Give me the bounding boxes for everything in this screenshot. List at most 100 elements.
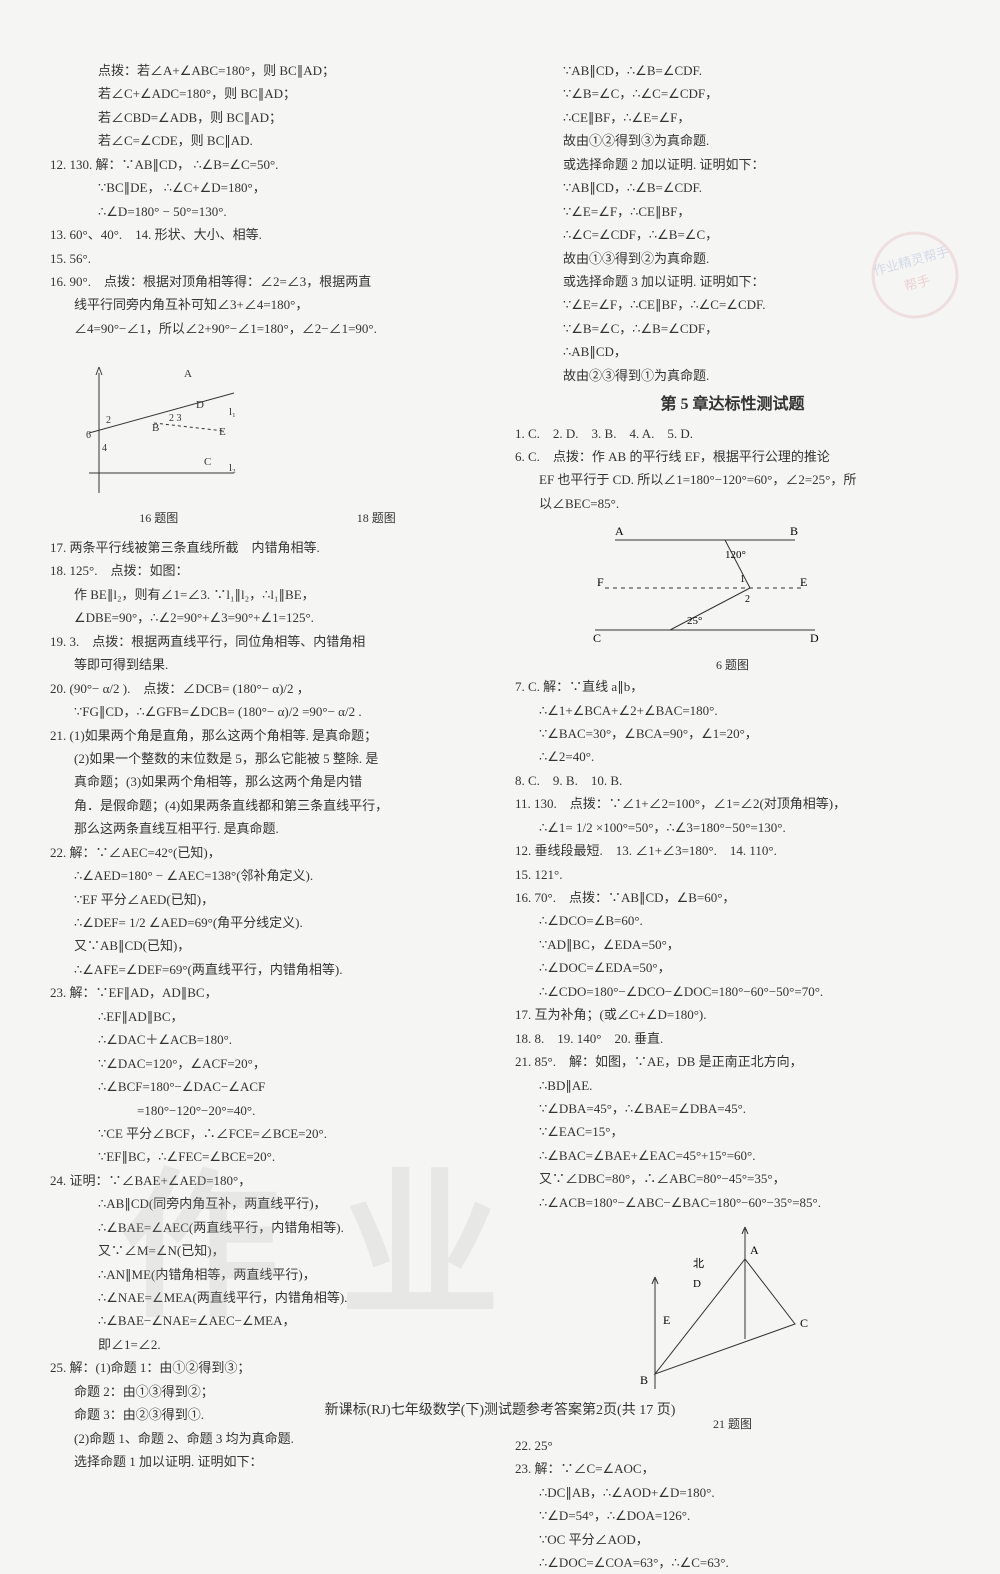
svg-text:A: A xyxy=(750,1243,759,1257)
rq23-l2: ∴DC∥AB，∴∠AOD+∠D=180°. xyxy=(515,1482,950,1503)
q18-l3: ∠DBE=90°，∴∠2=90°+∠3=90°+∠1=125°. xyxy=(50,607,485,628)
rq6-l3: 以∠BEC=85°. xyxy=(515,493,950,514)
rq23-l1: 23. 解：∵∠C=∠AOC， xyxy=(515,1458,950,1479)
rq8: 8. C. 9. B. 10. B. xyxy=(515,770,950,791)
ch5-ans: 1. C. 2. D. 3. B. 4. A. 5. D. xyxy=(515,423,950,444)
rq7-l2: ∴∠1+∠BCA+∠2+∠BAC=180°. xyxy=(515,700,950,721)
q23-l3: ∴∠DAC＋∠ACB=180°. xyxy=(50,1029,485,1050)
q23-l6: =180°−120°−20°=40°. xyxy=(50,1100,485,1121)
svg-text:A: A xyxy=(615,524,624,538)
svg-text:l₁: l₁ xyxy=(229,406,236,418)
svg-text:E: E xyxy=(663,1313,670,1327)
q20a: 20. (90°− α/2 ). 点拨：∠DCB= (180°− α)/2 ， xyxy=(50,678,485,699)
q23-l1: 23. 解：∵EF∥AD，AD∥BC， xyxy=(50,982,485,1003)
q22-l2: ∴∠AED=180° − ∠AEC=138°(邻补角定义). xyxy=(50,865,485,886)
c25-l3: ∴CE∥BF，∴∠E=∠F， xyxy=(515,107,950,128)
svg-text:F: F xyxy=(597,575,604,589)
q19-l1: 19. 3. 点拨：根据两直线平行，同位角相等、内错角相 xyxy=(50,631,485,652)
q25-l4: (2)命题 1、命题 2、命题 3 均为真命题. xyxy=(50,1428,485,1449)
c25-l4: 故由①②得到③为真命题. xyxy=(515,130,950,151)
q17: 17. 两条平行线被第三条直线所截 内错角相等. xyxy=(50,537,485,558)
q12-l1: 12. 130. 解：∵AB∥CD， ∴∠B=∠C=50°. xyxy=(50,154,485,175)
q25-l1: 25. 解：(1)命题 1：由①②得到③； xyxy=(50,1357,485,1378)
fig21-svg: A 北 D E B C xyxy=(595,1219,815,1409)
rq12: 12. 垂线段最短. 13. ∠1+∠3=180°. 14. 110°. xyxy=(515,840,950,861)
svg-text:120°: 120° xyxy=(725,549,746,561)
rq21-l5: ∴∠BAC=∠BAE+∠EAC=45°+15°=60°. xyxy=(515,1145,950,1166)
rq7-l4: ∴∠2=40°. xyxy=(515,746,950,767)
q25-l5: 选择命题 1 加以证明. 证明如下： xyxy=(50,1451,485,1472)
c25-l1: ∵AB∥CD，∴∠B=∠CDF. xyxy=(515,60,950,81)
svg-text:B: B xyxy=(152,422,159,434)
q15: 15. 56°. xyxy=(50,248,485,269)
q12-l2: ∵BC∥DE， ∴∠C+∠D=180°， xyxy=(50,177,485,198)
rq21-l2: ∴BD∥AE. xyxy=(515,1075,950,1096)
intro-l3: 若∠CBD=∠ADB，则 BC∥AD； xyxy=(50,107,485,128)
svg-text:2: 2 xyxy=(106,415,111,426)
svg-text:l₂: l₂ xyxy=(229,462,236,474)
fig16-label: 16 题图 xyxy=(84,509,234,529)
q23-l7: ∵CE 平分∠BCF，∴∠FCE=∠BCE=20°. xyxy=(50,1123,485,1144)
rq6-l1: 6. C. 点拨：作 AB 的平行线 EF，根据平行公理的推论 xyxy=(515,446,950,467)
svg-text:25°: 25° xyxy=(687,615,702,627)
q24-l8: 即∠1=∠2. xyxy=(50,1334,485,1355)
rq16-l1: 16. 70°. 点拨：∵AB∥CD，∠B=60°， xyxy=(515,887,950,908)
svg-text:B: B xyxy=(790,524,798,538)
svg-text:1: 1 xyxy=(740,574,745,585)
rq23-l4: ∵OC 平分∠AOD， xyxy=(515,1529,950,1550)
svg-text:E: E xyxy=(219,426,226,438)
q18-l2: 作 BE∥l₂，则有∠1=∠3. ∵l₁∥l₂，∴l₁∥BE， xyxy=(50,584,485,605)
left-column: 点拨：若∠A+∠ABC=180°，则 BC∥AD； 若∠C+∠ADC=180°，… xyxy=(50,60,485,1360)
q21-l1: 21. (1)如果两个角是直角，那么这两个角相等. 是真命题； xyxy=(50,725,485,746)
stamp-text-2: 帮手 xyxy=(903,273,932,294)
q13: 13. 60°、40°. 14. 形状、大小、相等. xyxy=(50,224,485,245)
svg-text:A: A xyxy=(184,368,192,380)
q24-l7: ∴∠BAE−∠NAE=∠AEC−∠MEA， xyxy=(50,1310,485,1331)
q24-l3: ∴∠BAE=∠AEC(两直线平行，内错角相等). xyxy=(50,1217,485,1238)
c25-l13: ∴AB∥CD， xyxy=(515,341,950,362)
rq15: 15. 121°. xyxy=(515,864,950,885)
fig-row-16-18: A D l₁ B 2 3 E 4 2 6 l₂ C 16 题图 xyxy=(50,347,485,529)
svg-text:D: D xyxy=(810,631,819,645)
c25-l7: ∵∠E=∠F，∴CE∥BF， xyxy=(515,201,950,222)
rq16-l4: ∴∠DOC=∠EDA=50°， xyxy=(515,957,950,978)
rq6-l2: EF 也平行于 CD. 所以∠1=180°−120°=60°，∠2=25°，所 xyxy=(515,469,950,490)
ch5-title: 第 5 章达标性测试题 xyxy=(515,392,950,418)
q12-l3: ∴∠D=180° − 50°=130°. xyxy=(50,201,485,222)
rq7-l1: 7. C. 解：∵直线 a∥b， xyxy=(515,676,950,697)
svg-text:C: C xyxy=(800,1316,808,1330)
q24-l5: ∴AN∥ME(内错角相等，两直线平行)， xyxy=(50,1264,485,1285)
q23-l2: ∴EF∥AD∥BC， xyxy=(50,1006,485,1027)
q16-l1: 16. 90°. 点拨：根据对顶角相等得：∠2=∠3，根据两直 xyxy=(50,271,485,292)
q23-l5: ∴∠BCF=180°−∠DAC−∠ACF xyxy=(50,1076,485,1097)
q16-l2: 线平行同旁内角互补可知∠3+∠4=180°， xyxy=(50,294,485,315)
svg-text:C: C xyxy=(593,631,601,645)
q16-l3: ∠4=90°−∠1，所以∠2+90°−∠1=180°，∠2−∠1=90°. xyxy=(50,318,485,339)
q22-l5: 又∵AB∥CD(已知)， xyxy=(50,935,485,956)
intro-l1: 点拨：若∠A+∠ABC=180°，则 BC∥AD； xyxy=(50,60,485,81)
q23-l4: ∵∠DAC=120°，∠ACF=20°， xyxy=(50,1053,485,1074)
q24-l4: 又∵∠M=∠N(已知)， xyxy=(50,1240,485,1261)
q21-l3: 真命题；(3)如果两个角相等，那么这两个角是内错 xyxy=(50,771,485,792)
q19-l2: 等即可得到结果. xyxy=(50,654,485,675)
c25-l14: 故由②③得到①为真命题. xyxy=(515,365,950,386)
svg-text:E: E xyxy=(800,575,807,589)
svg-text:北: 北 xyxy=(693,1257,704,1270)
fig16-wrap: A D l₁ B 2 3 E 4 2 6 l₂ C 16 题图 xyxy=(84,347,234,529)
q22-l1: 22. 解：∵∠AEC=42°(已知)， xyxy=(50,842,485,863)
svg-text:2: 2 xyxy=(745,594,750,605)
c25-l6: ∵AB∥CD，∴∠B=∠CDF. xyxy=(515,177,950,198)
q21-l5: 那么这两条直线互相平行. 是真命题. xyxy=(50,818,485,839)
q23-l8: ∵EF∥BC，∴∠FEC=∠BCE=20°. xyxy=(50,1146,485,1167)
fig6-label: 6 题图 xyxy=(515,656,950,676)
q20b: ∵FG∥CD，∴∠GFB=∠DCB= (180°− α)/2 =90°− α/2… xyxy=(50,701,485,722)
rq16-l5: ∴∠CDO=180°−∠DCO−∠DOC=180°−60°−50°=70°. xyxy=(515,981,950,1002)
svg-text:D: D xyxy=(196,399,204,411)
rq11-l2: ∴∠1= 1/2 ×100°=50°，∴∠3=180°−50°=130°. xyxy=(515,817,950,838)
rq7-l3: ∵∠BAC=30°，∠BCA=90°，∠1=20°， xyxy=(515,723,950,744)
rq11-l1: 11. 130. 点拨：∵∠1+∠2=100°，∠1=∠2(对顶角相等)， xyxy=(515,793,950,814)
q24-l6: ∴∠NAE=∠MEA(两直线平行，内错角相等). xyxy=(50,1287,485,1308)
intro-l2: 若∠C+∠ADC=180°，则 BC∥AD； xyxy=(50,83,485,104)
rq16-l2: ∴∠DCO=∠B=60°. xyxy=(515,910,950,931)
q24-l2: ∴AB∥CD(同旁内角互补，两直线平行)， xyxy=(50,1193,485,1214)
